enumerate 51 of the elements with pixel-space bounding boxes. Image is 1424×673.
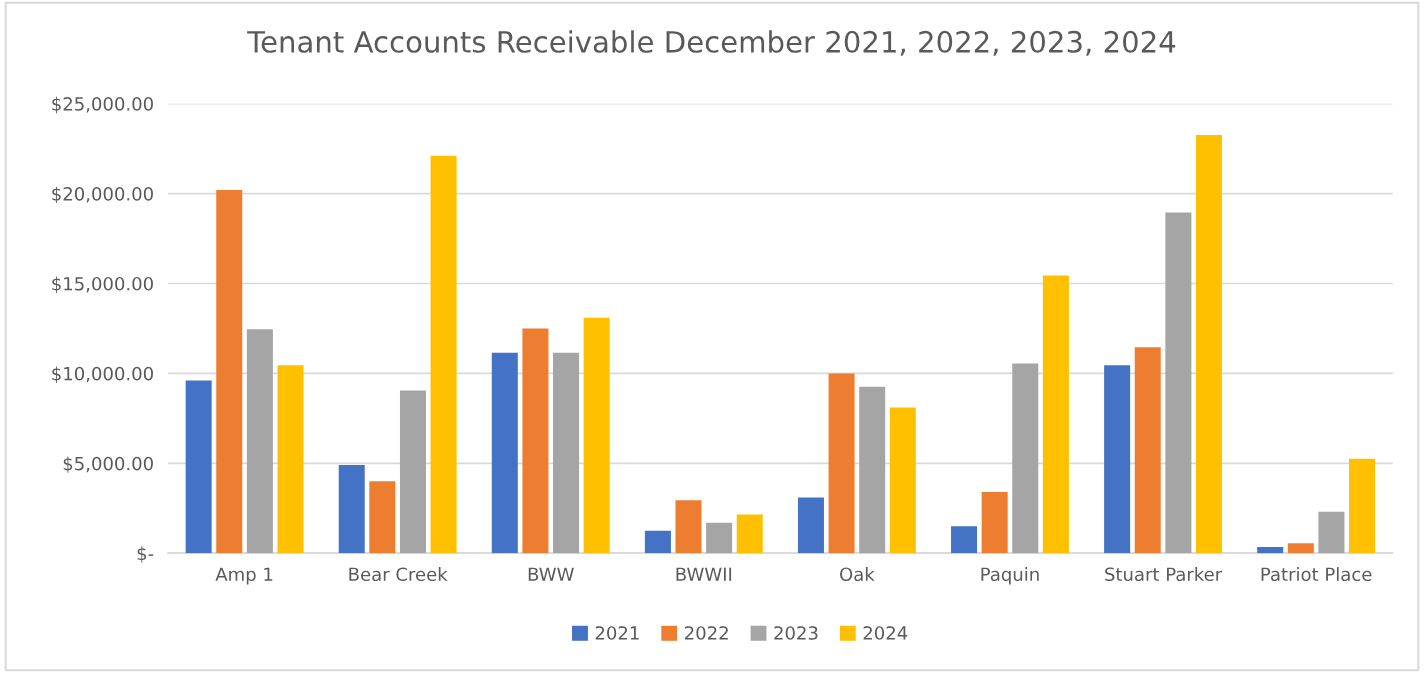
bar xyxy=(644,530,671,554)
y-tick-label: $- xyxy=(137,546,154,563)
bar xyxy=(553,352,580,554)
bar xyxy=(583,317,610,554)
bar xyxy=(1287,543,1314,554)
bar xyxy=(277,365,304,554)
bar xyxy=(399,390,426,554)
x-tick-label: BWWII xyxy=(676,567,732,581)
x-tick-label: Patriot Place xyxy=(1261,567,1372,582)
x-tick-label: Oak xyxy=(840,567,875,582)
bar xyxy=(491,352,518,554)
y-tick-label: $20,000.00 xyxy=(52,186,153,204)
bar xyxy=(1042,275,1069,554)
bar xyxy=(1012,363,1039,554)
legend-label: 2022 xyxy=(685,626,728,640)
bar xyxy=(522,328,549,554)
bar xyxy=(1165,212,1192,554)
bar xyxy=(736,514,763,554)
bar xyxy=(246,329,273,554)
bar xyxy=(185,380,212,554)
chart-title: Tenant Accounts Receivable December 2021, 2022, 2023, 2024 xyxy=(247,30,1176,56)
bar xyxy=(1349,458,1376,554)
bar xyxy=(369,481,396,554)
x-tick-label: Amp 1 xyxy=(215,567,273,585)
bar xyxy=(951,526,978,554)
x-tick-label: BWW xyxy=(528,567,574,581)
bar xyxy=(430,155,457,554)
bar xyxy=(859,386,886,554)
bar xyxy=(706,522,733,554)
bar xyxy=(1257,546,1284,554)
legend-label: 2024 xyxy=(863,626,908,640)
x-tick-label: Stuart Parker xyxy=(1105,567,1223,582)
bar xyxy=(828,373,855,554)
bar xyxy=(797,497,824,554)
legend-label: 2021 xyxy=(595,626,639,640)
bar xyxy=(981,492,1008,554)
bar xyxy=(1318,511,1345,554)
y-tick-label: $10,000.00 xyxy=(52,366,153,383)
bar xyxy=(216,189,243,554)
bar xyxy=(1134,347,1161,554)
x-tick-label: Paquin xyxy=(981,567,1039,585)
y-tick-label: $25,000.00 xyxy=(52,96,153,114)
bar xyxy=(1104,365,1131,554)
bar xyxy=(675,500,702,554)
y-tick-label: $15,000.00 xyxy=(52,276,153,293)
legend-label: 2023 xyxy=(774,626,818,640)
y-tick-label: $5,000.00 xyxy=(63,456,153,473)
x-tick-label: Bear Creek xyxy=(349,567,448,582)
bar xyxy=(338,465,365,554)
bar xyxy=(889,407,916,554)
bar xyxy=(1195,135,1222,554)
